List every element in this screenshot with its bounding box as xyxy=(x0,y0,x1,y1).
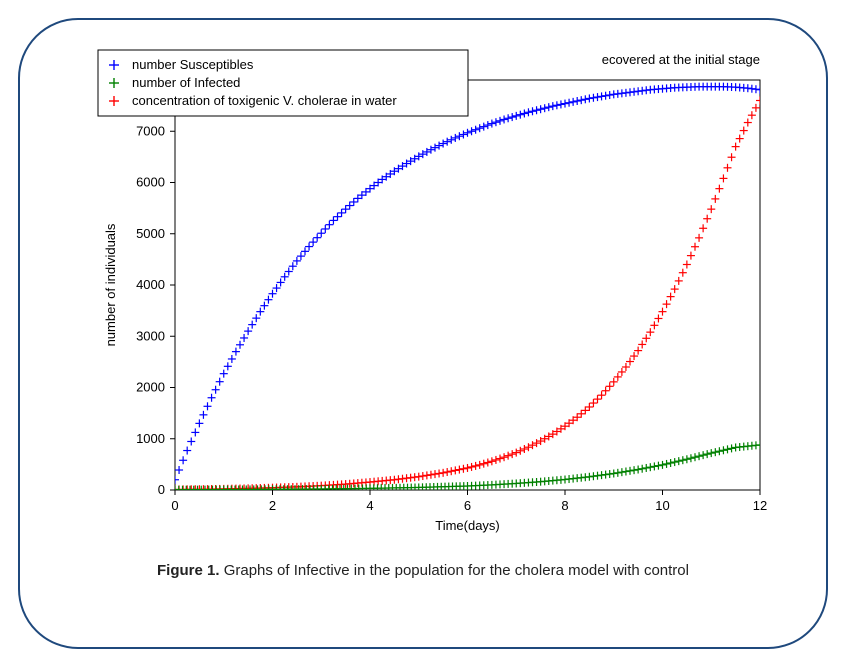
x-tick-label: 0 xyxy=(171,498,178,513)
x-tick-label: 4 xyxy=(366,498,373,513)
chart-container: 0 2 4 6 8 10 12 0 1000 2000 3000 4000 5000 6000 7000 Ti… xyxy=(80,40,780,540)
y-tick-label: 6000 xyxy=(136,175,165,190)
y-tick-label: 7000 xyxy=(136,123,165,138)
caption-bold: Figure 1. xyxy=(157,562,220,579)
rounded-frame: 0 2 4 6 8 10 12 0 1000 2000 3000 4000 5000 6000 7000 Ti… xyxy=(18,18,828,649)
x-tick-label: 10 xyxy=(655,498,669,513)
caption-text: Graphs of Infective in the population fo… xyxy=(220,562,689,579)
legend-label: number Susceptibles xyxy=(132,57,254,72)
x-tick-label: 8 xyxy=(561,498,568,513)
y-tick-label: 1000 xyxy=(136,431,165,446)
x-tick-label: 12 xyxy=(753,498,767,513)
plot-area xyxy=(175,80,760,490)
x-axis-label: Time(days) xyxy=(435,518,500,533)
y-tick-label: 5000 xyxy=(136,226,165,241)
legend-label: number of Infected xyxy=(132,75,240,90)
chart-title-fragment: ecovered at the initial stage xyxy=(602,52,760,67)
figure-caption: Figure 1. Graphs of Infective in the pop… xyxy=(20,560,826,583)
y-tick-label: 3000 xyxy=(136,328,165,343)
y-tick-label: 4000 xyxy=(136,277,165,292)
chart-svg: 0 2 4 6 8 10 12 0 1000 2000 3000 4000 5000 6000 7000 Ti… xyxy=(80,40,780,540)
x-tick-label: 2 xyxy=(269,498,276,513)
y-tick-label: 0 xyxy=(158,482,165,497)
y-axis-label: number of individuals xyxy=(103,223,118,346)
x-tick-label: 6 xyxy=(464,498,471,513)
y-tick-label: 2000 xyxy=(136,380,165,395)
legend-label: concentration of toxigenic V. cholerae i… xyxy=(132,93,397,108)
